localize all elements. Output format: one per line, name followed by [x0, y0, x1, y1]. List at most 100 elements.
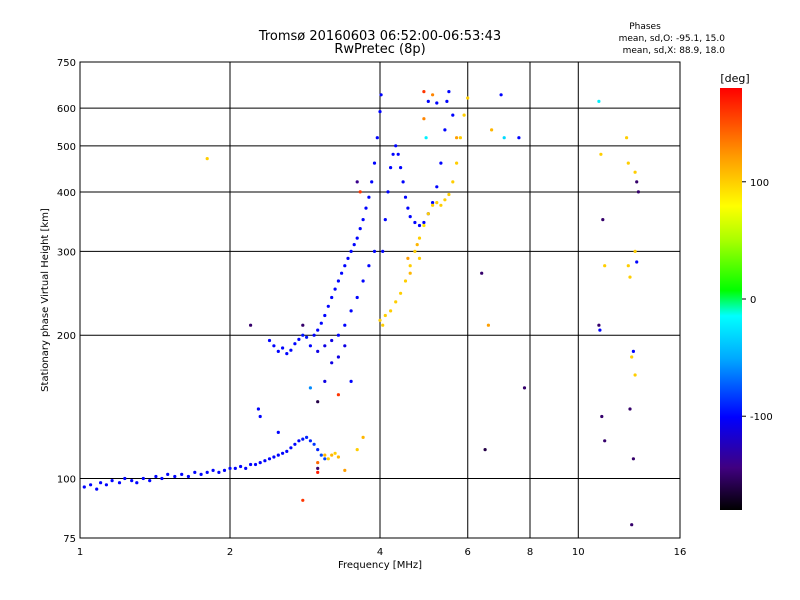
data-point — [361, 218, 365, 222]
data-point — [422, 220, 426, 225]
data-point — [316, 400, 320, 404]
data-point — [82, 485, 86, 489]
data-point — [316, 349, 320, 353]
data-point — [141, 476, 145, 481]
data-point — [358, 227, 362, 231]
data-point — [316, 470, 320, 474]
y-tick-label: 600 — [57, 104, 76, 115]
data-point — [293, 442, 297, 446]
data-point — [285, 449, 289, 453]
data-point — [408, 271, 412, 275]
colorbar-tick-label: 0 — [750, 295, 756, 306]
data-point — [222, 468, 227, 472]
data-point — [455, 136, 459, 140]
data-point — [154, 474, 158, 479]
data-point — [316, 328, 320, 332]
data-point — [381, 323, 385, 327]
data-point — [272, 344, 276, 348]
data-point — [406, 256, 410, 260]
data-point — [379, 93, 383, 97]
data-point — [217, 470, 221, 474]
data-point — [323, 457, 327, 461]
data-point — [95, 487, 99, 491]
colorbar-ticks: 100 0 -100 — [742, 178, 773, 423]
data-point — [281, 346, 285, 350]
x-tick-label: 8 — [527, 547, 533, 558]
data-point — [319, 453, 323, 457]
y-tick-label: 500 — [57, 142, 76, 153]
data-point — [336, 455, 340, 459]
data-point — [633, 170, 637, 174]
data-point — [148, 479, 152, 483]
data-point — [276, 430, 280, 434]
data-point — [233, 466, 237, 470]
data-point — [316, 448, 320, 452]
colorbar-tick-label: -100 — [750, 412, 773, 423]
data-point — [135, 481, 139, 485]
data-point — [435, 185, 439, 189]
data-point — [258, 461, 262, 465]
data-point — [308, 344, 312, 348]
data-point — [633, 249, 637, 253]
data-point — [415, 243, 419, 247]
data-point — [435, 201, 439, 205]
data-point — [408, 215, 412, 219]
data-point — [276, 349, 280, 353]
y-axis-ticks: 75 100 200 300 400 500 600 750 — [57, 58, 76, 545]
data-point — [447, 90, 451, 94]
data-point — [447, 192, 451, 197]
data-point — [401, 180, 405, 184]
data-point — [297, 439, 301, 443]
data-point — [381, 249, 385, 253]
data-point — [355, 295, 359, 300]
data-point — [599, 152, 603, 156]
data-point — [323, 453, 327, 457]
data-point — [289, 348, 293, 352]
data-point — [455, 161, 459, 165]
data-point — [263, 459, 267, 463]
y-tick-label: 75 — [63, 534, 76, 545]
data-point — [372, 249, 377, 253]
data-point — [403, 195, 408, 199]
data-point — [394, 300, 398, 304]
data-point — [486, 323, 490, 327]
data-point — [89, 483, 93, 487]
data-point — [391, 152, 395, 156]
data-point — [403, 279, 408, 283]
data-point — [413, 249, 417, 253]
data-point — [316, 466, 320, 470]
stats-title: Phases — [629, 22, 661, 32]
data-point — [249, 323, 253, 327]
data-point — [349, 249, 353, 253]
data-point — [466, 96, 470, 100]
data-point — [249, 462, 253, 467]
data-point — [326, 457, 330, 461]
x-tick-label: 1 — [77, 547, 83, 558]
data-point — [424, 136, 428, 140]
data-point — [330, 338, 334, 343]
data-point — [123, 476, 127, 481]
data-point — [205, 157, 209, 161]
data-point — [343, 468, 347, 472]
data-point — [99, 481, 103, 485]
data-point — [458, 136, 462, 140]
data-point — [110, 479, 114, 483]
chart-title: Tromsø 20160603 06:52:00-06:53:43 — [258, 29, 501, 44]
data-point — [312, 442, 316, 446]
data-point — [367, 264, 371, 268]
data-point — [439, 161, 443, 165]
data-point — [389, 309, 393, 313]
grid-lines — [80, 62, 680, 538]
data-point — [597, 99, 601, 103]
data-point — [631, 457, 636, 461]
data-point — [160, 476, 164, 481]
data-point — [293, 342, 297, 346]
data-point — [375, 136, 379, 140]
data-point — [601, 218, 605, 222]
data-point — [422, 90, 426, 94]
data-point — [378, 318, 382, 322]
data-point — [626, 264, 630, 268]
data-point — [228, 466, 232, 470]
data-point — [323, 313, 327, 318]
data-point — [239, 464, 243, 469]
